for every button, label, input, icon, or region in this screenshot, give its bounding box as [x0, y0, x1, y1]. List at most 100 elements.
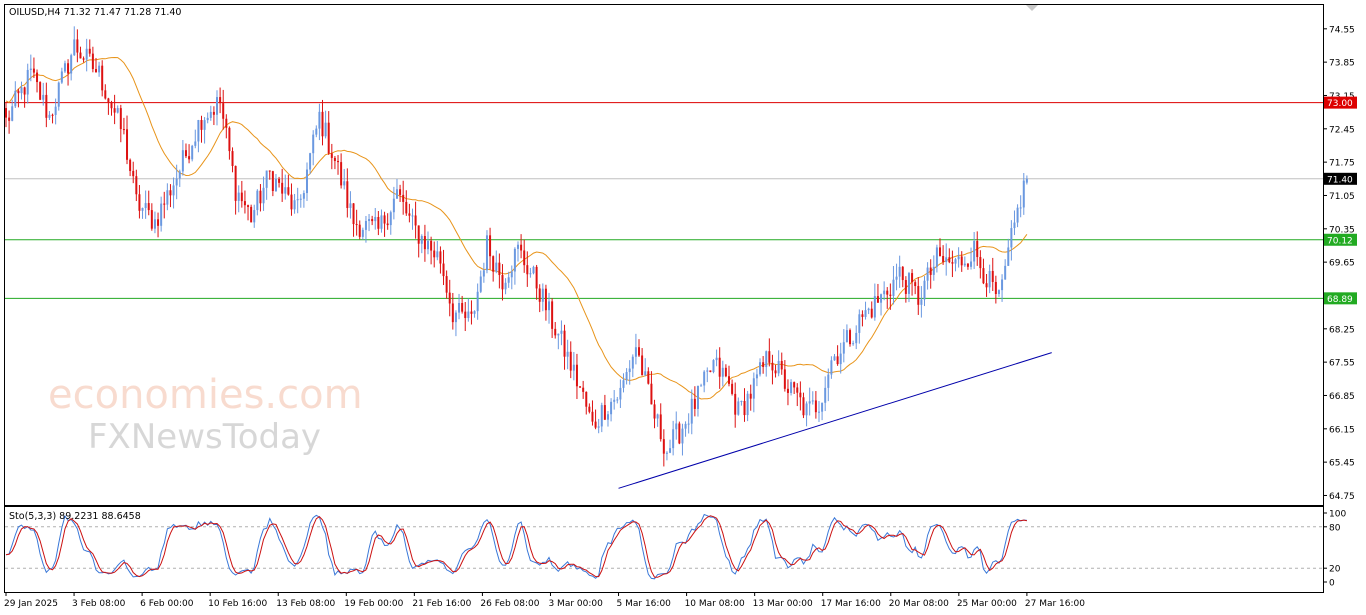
candle-body	[572, 364, 575, 371]
candle-body	[91, 53, 94, 70]
time-tick-label: 10 Feb 16:00	[208, 599, 267, 609]
candle-body	[976, 240, 979, 258]
candle-body	[548, 301, 551, 311]
candle-body	[358, 224, 361, 237]
candle-body	[436, 251, 439, 258]
time-tick-label: 19 Feb 00:00	[344, 599, 403, 609]
candle-body	[727, 376, 730, 384]
candle-body	[852, 343, 855, 345]
candle-body	[712, 360, 715, 373]
main-plot-frame	[4, 4, 1324, 506]
time-tick-label: 29 Jan 2025	[4, 599, 58, 609]
candle-body	[842, 342, 845, 354]
candle-body	[994, 281, 997, 295]
candle-body	[337, 160, 340, 163]
candle-body	[603, 405, 606, 420]
candle-body	[1022, 180, 1025, 208]
candle-body	[60, 71, 63, 83]
candle-body	[228, 127, 231, 152]
candle-body	[448, 292, 451, 304]
candle-body	[849, 330, 852, 345]
candle-body	[442, 263, 445, 277]
candle-body	[287, 187, 290, 195]
candle-body	[551, 301, 554, 329]
candle-body	[343, 181, 346, 186]
time-axis: 29 Jan 2025 3 Feb 08:00 6 Feb 00:00 10 Feb …	[4, 592, 1085, 609]
price-tick-label: 73.85	[1329, 59, 1355, 69]
candle-body	[951, 262, 954, 264]
candle-body	[780, 360, 783, 370]
candle-body	[1001, 279, 1004, 291]
candle-body	[54, 106, 57, 115]
candle-body	[157, 219, 160, 226]
candle-body	[144, 203, 147, 209]
candle-body	[166, 190, 169, 205]
candle-body	[374, 216, 377, 222]
candle-body	[907, 273, 910, 294]
candle-body	[116, 108, 119, 113]
candle-body	[684, 423, 687, 429]
stochastic-signal-line	[5, 515, 1028, 578]
candle-body	[867, 308, 870, 311]
time-tick-label: 26 Feb 08:00	[480, 599, 539, 609]
stochastic-axis: 100 80 20 0	[1323, 510, 1346, 589]
candle-body	[234, 165, 237, 201]
candle-body	[715, 357, 718, 361]
candle-body	[709, 370, 712, 373]
chart-title: OILUSD,H4 71.32 71.47 71.28 71.40	[9, 7, 181, 18]
candle-body	[638, 347, 641, 356]
candle-body	[377, 216, 380, 229]
candle-body	[793, 382, 796, 388]
candle-body	[817, 411, 820, 413]
candle-body	[395, 189, 398, 199]
price-tick-label: 64.75	[1329, 492, 1355, 502]
time-tick-label: 20 Mar 08:00	[889, 599, 949, 609]
candle-body	[963, 263, 966, 266]
candle-body	[610, 401, 613, 415]
candle-body	[259, 190, 262, 204]
candle-body	[731, 383, 734, 394]
candle-body	[408, 213, 411, 216]
candle-body	[696, 385, 699, 409]
price-tick-label: 71.75	[1329, 159, 1355, 169]
candle-body	[312, 134, 315, 154]
candle-body	[979, 257, 982, 269]
candle-body	[243, 201, 246, 206]
candle-body	[67, 63, 70, 74]
candle-body	[439, 251, 442, 264]
candle-body	[529, 273, 532, 275]
candle-body	[274, 178, 277, 192]
candle-body	[380, 215, 383, 229]
candle-body	[402, 194, 405, 202]
candle-body	[88, 48, 91, 54]
candle-body	[510, 271, 513, 278]
candle-body	[8, 117, 11, 121]
candle-body	[29, 68, 32, 70]
stochastic-title: Sto(5,3,3) 89.2231 88.6458	[9, 511, 141, 522]
candle-body	[271, 171, 274, 192]
candle-body	[427, 240, 430, 250]
candle-body	[765, 351, 768, 368]
candle-body	[752, 378, 755, 399]
candle-body	[76, 39, 79, 53]
candle-body	[454, 312, 457, 323]
candle-body	[433, 250, 436, 258]
candle-body	[132, 170, 135, 177]
candle-body	[1025, 178, 1028, 183]
candle-body	[473, 311, 476, 314]
candle-body	[464, 311, 467, 319]
candle-body	[585, 391, 588, 407]
price-tick-label: 70.35	[1329, 225, 1355, 235]
candle-body	[361, 229, 364, 237]
candle-body	[737, 401, 740, 415]
candle-body	[876, 296, 879, 303]
candle-body	[73, 39, 76, 56]
candle-body	[802, 397, 805, 416]
candle-body	[191, 145, 194, 160]
candle-body	[98, 65, 101, 73]
candle-body	[17, 90, 20, 94]
candle-body	[579, 386, 582, 388]
scroll-marker-icon[interactable]	[1026, 5, 1038, 11]
candle-body	[582, 387, 585, 392]
candle-body	[520, 244, 523, 251]
